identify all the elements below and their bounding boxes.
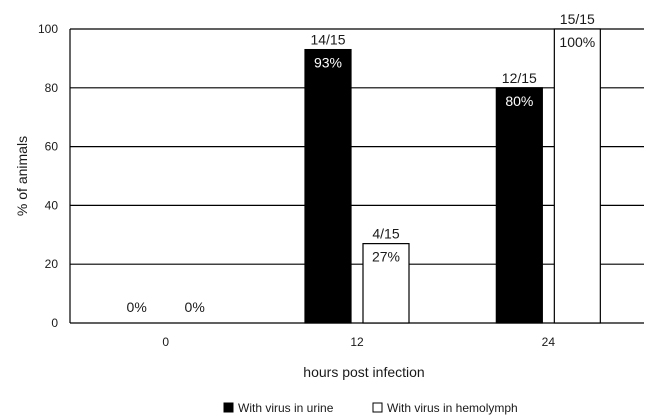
x-tick-label: 12: [350, 335, 364, 349]
legend-swatch: [372, 402, 383, 413]
x-tick-label: 24: [542, 335, 556, 349]
count-label: 14/15: [310, 32, 345, 48]
y-tick-label: 100: [38, 22, 58, 36]
percent-label: 27%: [372, 249, 400, 265]
y-axis-label: % of animals: [14, 136, 30, 216]
y-tick-label: 60: [45, 140, 59, 154]
bars: [304, 28, 601, 324]
x-axis-label: hours post infection: [303, 364, 424, 380]
legend-label: With virus in urine: [238, 401, 334, 415]
bar: [553, 28, 601, 324]
y-tick-label: 20: [45, 257, 59, 271]
y-tick-label: 0: [51, 316, 58, 330]
legend: With virus in urine With virus in hemolym…: [223, 401, 518, 415]
count-label: 15/15: [560, 11, 595, 27]
y-tick-label: 40: [45, 198, 59, 212]
y-tick-label: 80: [45, 81, 59, 95]
y-tick-labels: 0 20 40 60 80 100: [38, 22, 58, 330]
data-label: 0%: [185, 299, 205, 315]
data-label: 0%: [127, 299, 147, 315]
bar-labels: 0% 0% 14/15 93% 4/15 27% 12/15 80% 15/15 100%: [127, 11, 596, 315]
bar: [495, 87, 543, 324]
x-tick-label: 0: [162, 335, 169, 349]
count-label: 4/15: [372, 226, 399, 242]
x-tick-labels: 0 12 24: [162, 335, 555, 349]
bar: [362, 243, 410, 324]
bar: [304, 48, 352, 324]
legend-label: With virus in hemolymph: [387, 401, 518, 415]
count-label: 12/15: [502, 70, 537, 86]
gridlines: [69, 28, 644, 324]
legend-swatch: [223, 402, 234, 413]
percent-label: 100%: [559, 34, 595, 50]
percent-label: 80%: [505, 93, 533, 109]
percent-label: 93%: [314, 55, 342, 71]
